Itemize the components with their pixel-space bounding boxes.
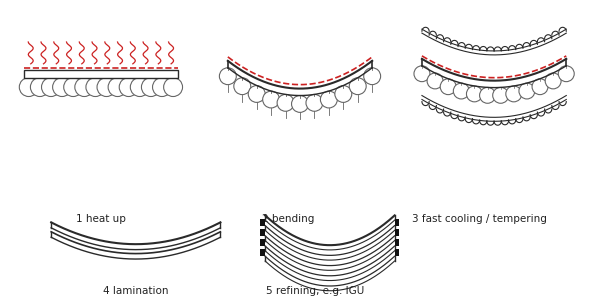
Circle shape: [234, 78, 251, 95]
Circle shape: [335, 86, 352, 102]
Circle shape: [108, 78, 127, 96]
Circle shape: [466, 86, 482, 102]
Circle shape: [142, 78, 160, 96]
Bar: [24, 70, 178, 78]
Bar: [395, 229, 400, 236]
Circle shape: [263, 91, 280, 108]
Text: 2 bending: 2 bending: [262, 214, 314, 225]
Circle shape: [427, 73, 443, 89]
Bar: [260, 219, 265, 226]
Circle shape: [152, 78, 172, 96]
Circle shape: [320, 91, 337, 108]
Circle shape: [19, 78, 38, 96]
Circle shape: [130, 78, 149, 96]
Circle shape: [292, 95, 308, 112]
Circle shape: [558, 66, 574, 82]
Circle shape: [519, 83, 535, 99]
Circle shape: [506, 86, 522, 102]
Bar: [260, 229, 265, 236]
Circle shape: [454, 83, 469, 99]
Circle shape: [364, 68, 380, 85]
Bar: [260, 249, 265, 256]
Circle shape: [97, 78, 116, 96]
Circle shape: [248, 86, 265, 102]
Circle shape: [53, 78, 71, 96]
Circle shape: [479, 87, 496, 103]
Circle shape: [64, 78, 83, 96]
Circle shape: [306, 95, 323, 111]
Circle shape: [349, 78, 366, 95]
Bar: [395, 219, 400, 226]
Text: 4 lamination: 4 lamination: [103, 286, 169, 296]
Circle shape: [277, 95, 294, 111]
Circle shape: [41, 78, 61, 96]
Circle shape: [414, 66, 430, 82]
Circle shape: [119, 78, 138, 96]
Circle shape: [440, 79, 456, 95]
Circle shape: [75, 78, 94, 96]
Circle shape: [532, 79, 548, 95]
Circle shape: [164, 78, 182, 96]
Bar: [395, 239, 400, 246]
Text: 3 fast cooling / tempering: 3 fast cooling / tempering: [412, 214, 547, 225]
Text: 5 refining, e.g. IGU: 5 refining, e.g. IGU: [266, 286, 364, 296]
Bar: [260, 239, 265, 246]
Circle shape: [545, 73, 561, 89]
Circle shape: [220, 68, 236, 85]
Circle shape: [86, 78, 105, 96]
Bar: [395, 249, 400, 256]
Circle shape: [31, 78, 49, 96]
Text: 1 heat up: 1 heat up: [76, 214, 126, 225]
Circle shape: [493, 87, 509, 103]
